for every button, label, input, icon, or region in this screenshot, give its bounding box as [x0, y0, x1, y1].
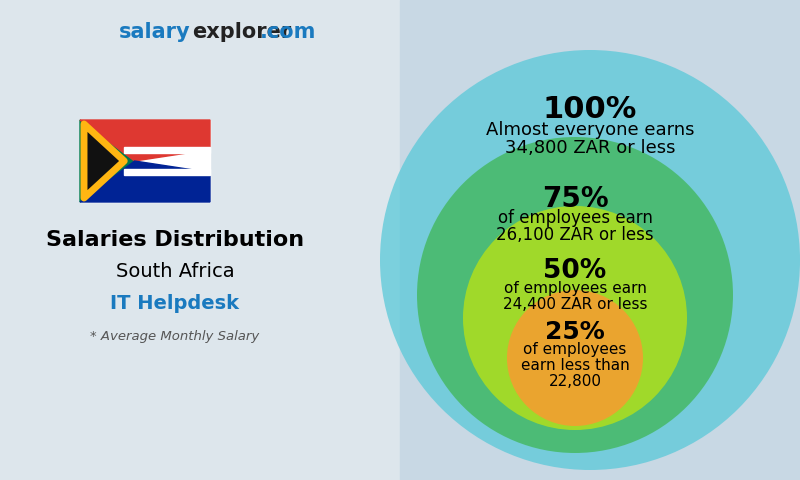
- Text: IT Helpdesk: IT Helpdesk: [110, 294, 239, 313]
- Polygon shape: [82, 122, 124, 200]
- Text: .com: .com: [260, 22, 316, 42]
- Text: 25%: 25%: [545, 320, 605, 344]
- Polygon shape: [124, 169, 210, 176]
- Text: explorer: explorer: [192, 22, 291, 42]
- Polygon shape: [80, 120, 210, 161]
- Text: of employees earn: of employees earn: [498, 209, 653, 227]
- Text: 24,400 ZAR or less: 24,400 ZAR or less: [502, 297, 647, 312]
- Text: of employees: of employees: [523, 342, 626, 357]
- Circle shape: [380, 50, 800, 470]
- Text: earn less than: earn less than: [521, 358, 630, 372]
- Text: 100%: 100%: [543, 95, 637, 124]
- Text: salary: salary: [118, 22, 190, 42]
- Text: 50%: 50%: [543, 258, 606, 284]
- Text: South Africa: South Africa: [116, 262, 234, 281]
- Text: 34,800 ZAR or less: 34,800 ZAR or less: [505, 139, 675, 157]
- Circle shape: [507, 290, 643, 426]
- Text: Salaries Distribution: Salaries Distribution: [46, 230, 304, 250]
- Text: of employees earn: of employees earn: [503, 281, 646, 296]
- Text: 75%: 75%: [542, 185, 608, 213]
- Text: 22,800: 22,800: [549, 373, 602, 389]
- Text: 26,100 ZAR or less: 26,100 ZAR or less: [496, 226, 654, 244]
- Text: * Average Monthly Salary: * Average Monthly Salary: [90, 330, 260, 343]
- Bar: [400, 0, 800, 480]
- Polygon shape: [80, 120, 134, 202]
- Bar: [0, 0, 400, 480]
- Polygon shape: [80, 161, 210, 202]
- Text: Almost everyone earns: Almost everyone earns: [486, 121, 694, 139]
- Bar: [80, 120, 210, 202]
- Circle shape: [417, 137, 733, 453]
- Polygon shape: [124, 146, 210, 153]
- Circle shape: [463, 206, 687, 430]
